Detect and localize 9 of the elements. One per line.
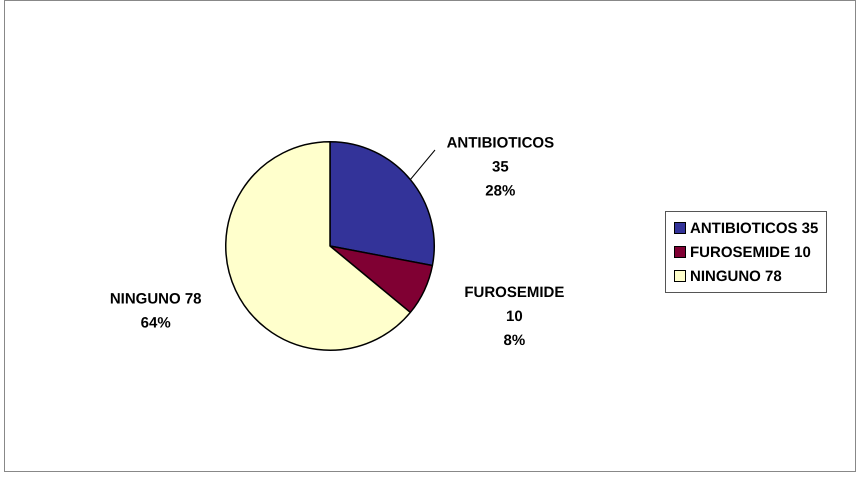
legend-label: ANTIBIOTICOS 35 <box>690 220 818 236</box>
slice-label: NINGUNO 78 <box>110 290 202 308</box>
data-label: 28% <box>485 182 516 200</box>
legend-label: NINGUNO 78 <box>690 268 782 284</box>
legend-label: FUROSEMIDE 10 <box>690 244 811 260</box>
slice-label: FUROSEMIDE 10 <box>464 284 564 325</box>
data-label: 8% <box>503 332 526 349</box>
slice-label: ANTIBIOTICOS 35 <box>446 134 554 176</box>
data-label: 64% <box>140 314 171 332</box>
